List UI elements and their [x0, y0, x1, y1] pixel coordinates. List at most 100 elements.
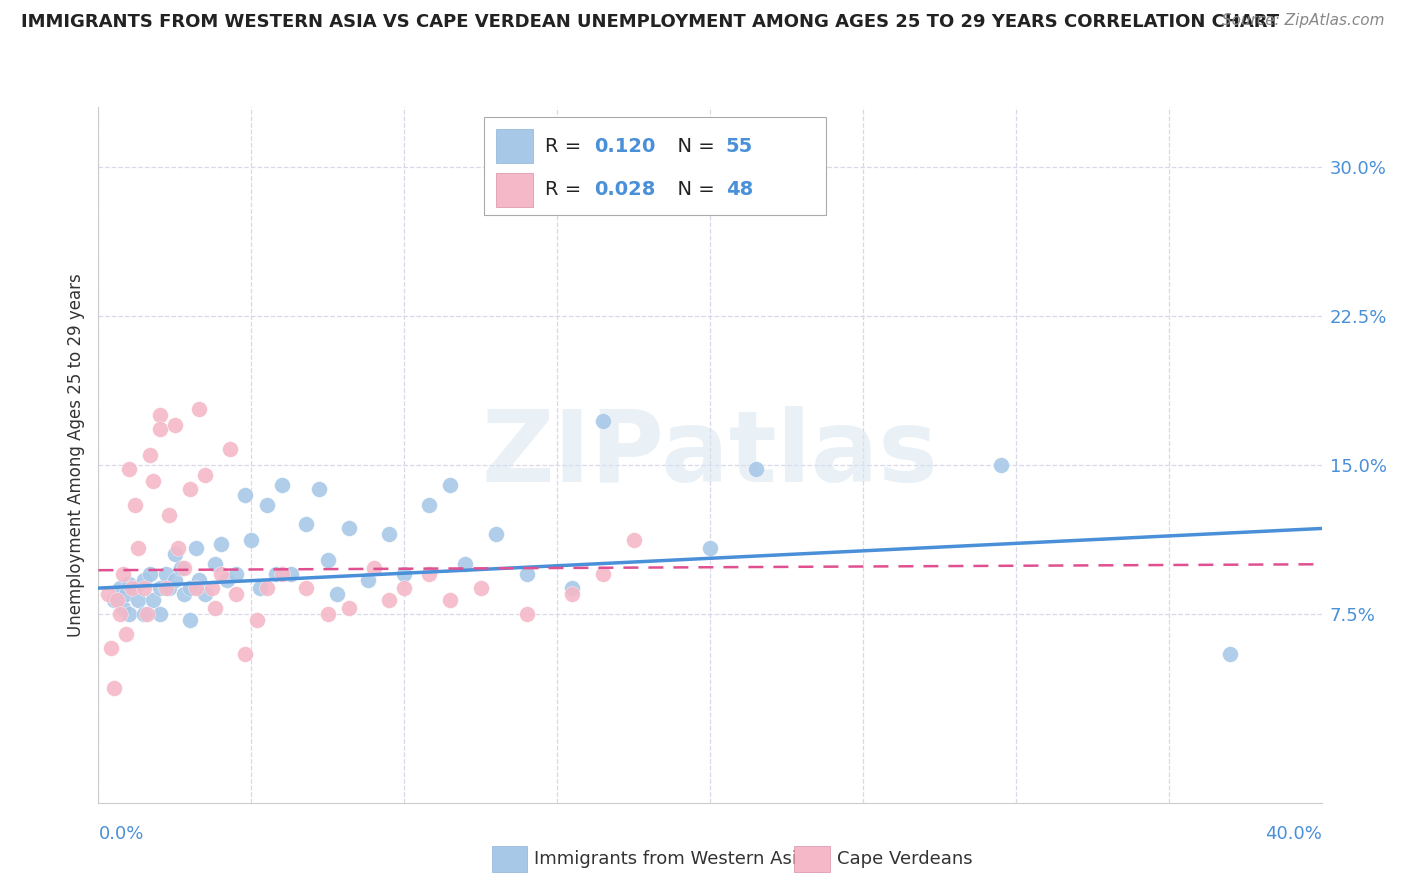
Text: Cape Verdeans: Cape Verdeans	[837, 850, 972, 868]
FancyBboxPatch shape	[496, 173, 533, 207]
Point	[454, 558, 477, 572]
Point	[418, 498, 440, 512]
Point	[699, 541, 721, 556]
Point	[194, 467, 217, 482]
Text: ZIPatlas: ZIPatlas	[482, 407, 938, 503]
Point	[127, 541, 149, 556]
Point	[225, 567, 247, 582]
Point	[200, 581, 222, 595]
Point	[97, 587, 120, 601]
Point	[118, 462, 141, 476]
Point	[363, 561, 385, 575]
Point	[745, 462, 768, 476]
Point	[439, 593, 461, 607]
Point	[990, 458, 1012, 472]
Point	[485, 527, 508, 541]
Point	[124, 498, 146, 512]
Text: R =: R =	[546, 180, 588, 199]
Point	[170, 561, 193, 575]
Text: N =: N =	[665, 136, 721, 155]
Point	[149, 422, 172, 436]
Point	[209, 537, 232, 551]
Point	[108, 607, 131, 621]
Point	[270, 477, 292, 491]
Point	[219, 442, 242, 456]
Point	[592, 567, 614, 582]
Point	[142, 474, 165, 488]
Point	[246, 613, 269, 627]
FancyBboxPatch shape	[496, 129, 533, 162]
Point	[134, 581, 156, 595]
Point	[118, 577, 141, 591]
Point	[204, 558, 226, 572]
Point	[103, 593, 125, 607]
Point	[418, 567, 440, 582]
Text: 48: 48	[725, 180, 754, 199]
Point	[163, 418, 186, 433]
Point	[516, 567, 538, 582]
Point	[209, 567, 232, 582]
Point	[124, 581, 146, 595]
Point	[157, 508, 180, 522]
Point	[139, 567, 162, 582]
FancyBboxPatch shape	[484, 118, 827, 215]
Text: Immigrants from Western Asia: Immigrants from Western Asia	[534, 850, 808, 868]
Point	[240, 533, 263, 548]
Text: 40.0%: 40.0%	[1265, 825, 1322, 843]
Point	[155, 581, 177, 595]
Point	[623, 533, 645, 548]
Point	[186, 581, 208, 595]
Point	[155, 567, 177, 582]
Point	[326, 587, 349, 601]
Point	[111, 567, 134, 582]
Point	[121, 581, 143, 595]
Text: IMMIGRANTS FROM WESTERN ASIA VS CAPE VERDEAN UNEMPLOYMENT AMONG AGES 25 TO 29 YE: IMMIGRANTS FROM WESTERN ASIA VS CAPE VER…	[21, 13, 1279, 31]
Point	[1219, 647, 1241, 661]
Y-axis label: Unemployment Among Ages 25 to 29 years: Unemployment Among Ages 25 to 29 years	[66, 273, 84, 637]
Point	[108, 581, 131, 595]
Point	[167, 541, 190, 556]
Point	[149, 581, 172, 595]
Point	[103, 681, 125, 695]
Point	[149, 607, 172, 621]
Point	[264, 567, 287, 582]
Point	[249, 581, 271, 595]
Point	[592, 414, 614, 428]
Point	[561, 587, 583, 601]
Point	[139, 448, 162, 462]
Point	[392, 567, 416, 582]
Text: 55: 55	[725, 136, 754, 155]
Point	[163, 547, 186, 561]
Point	[225, 587, 247, 601]
Text: 0.120: 0.120	[593, 136, 655, 155]
Point	[100, 640, 122, 655]
Text: N =: N =	[665, 180, 721, 199]
Point	[233, 647, 256, 661]
Point	[337, 601, 360, 615]
Point	[316, 553, 339, 567]
Point	[134, 607, 156, 621]
Point	[173, 561, 195, 575]
Point	[173, 587, 195, 601]
Point	[392, 581, 416, 595]
Point	[179, 613, 201, 627]
Text: 0.028: 0.028	[593, 180, 655, 199]
Text: R =: R =	[546, 136, 588, 155]
Point	[188, 402, 211, 417]
Point	[356, 573, 378, 587]
Point	[204, 601, 226, 615]
Point	[134, 573, 156, 587]
Point	[127, 593, 149, 607]
Point	[256, 498, 278, 512]
Point	[105, 593, 128, 607]
Point	[186, 541, 208, 556]
Point	[157, 581, 180, 595]
Point	[378, 527, 401, 541]
Point	[118, 607, 141, 621]
Point	[280, 567, 302, 582]
Point	[142, 593, 165, 607]
Point	[295, 517, 318, 532]
Point	[308, 482, 330, 496]
Point	[179, 581, 201, 595]
Point	[295, 581, 318, 595]
